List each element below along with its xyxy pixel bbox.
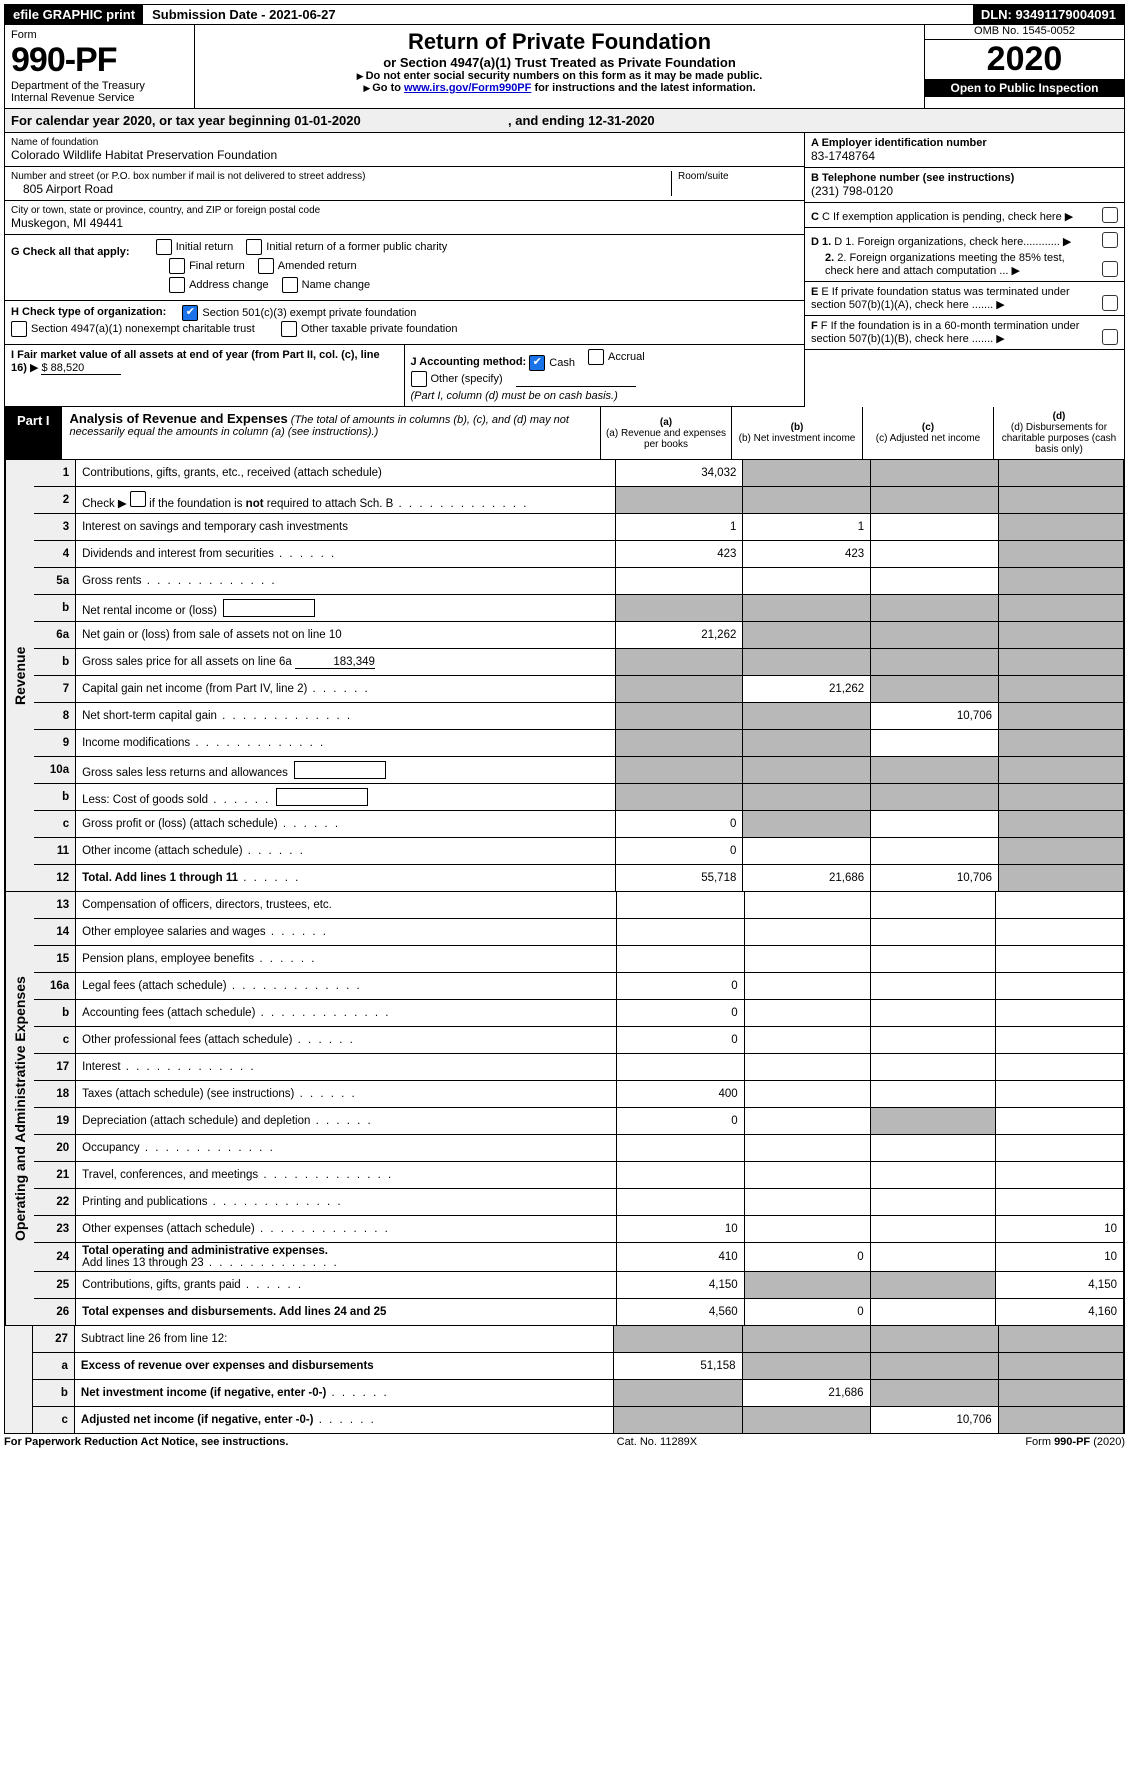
irs: Internal Revenue Service (11, 92, 188, 104)
instr-2-pre: Go to (372, 82, 404, 94)
instr-1: Do not enter social security numbers on … (366, 70, 763, 82)
tel-label: B Telephone number (see instructions) (811, 172, 1118, 184)
calendar-year-row: For calendar year 2020, or tax year begi… (4, 109, 1125, 133)
line27-section: 27Subtract line 26 from line 12: aExcess… (4, 1326, 1125, 1434)
j-label: J Accounting method: (411, 356, 527, 368)
street-address: 805 Airport Road (11, 182, 671, 196)
chk-d1[interactable] (1102, 232, 1118, 248)
chk-accrual[interactable] (588, 349, 604, 365)
omb-number: OMB No. 1545-0052 (925, 25, 1124, 40)
expenses-section: Operating and Administrative Expenses 13… (4, 892, 1125, 1326)
form-number: 990-PF (11, 41, 188, 80)
chk-cash[interactable] (529, 355, 545, 371)
telephone: (231) 798-0120 (811, 184, 1118, 198)
form-header: Form 990-PF Department of the Treasury I… (4, 25, 1125, 109)
j-note: (Part I, column (d) must be on cash basi… (411, 390, 618, 402)
room-label: Room/suite (678, 171, 798, 182)
top-bar: efile GRAPHIC print Submission Date - 20… (4, 4, 1125, 25)
chk-other-tax[interactable] (281, 321, 297, 337)
cat-no: Cat. No. 11289X (617, 1436, 698, 1448)
chk-name[interactable] (282, 277, 298, 293)
page-footer: For Paperwork Reduction Act Notice, see … (4, 1434, 1125, 1448)
open-inspection: Open to Public Inspection (925, 79, 1124, 97)
form-word: Form (11, 29, 188, 41)
chk-initial[interactable] (156, 239, 172, 255)
expenses-label: Operating and Administrative Expenses (5, 892, 34, 1325)
fmv-value: $ 88,520 (41, 362, 121, 375)
submission-date: Submission Date - 2021-06-27 (144, 5, 345, 24)
addr-label: Number and street (or P.O. box number if… (11, 171, 671, 182)
revenue-section: Revenue 1Contributions, gifts, grants, e… (4, 460, 1125, 892)
name-label: Name of foundation (11, 137, 798, 148)
form-title: Return of Private Foundation (201, 29, 918, 55)
chk-d2[interactable] (1102, 261, 1118, 277)
part1-header: Part I Analysis of Revenue and Expenses … (4, 407, 1125, 460)
foundation-name: Colorado Wildlife Habitat Preservation F… (11, 148, 798, 162)
chk-initial-former[interactable] (246, 239, 262, 255)
chk-501c3[interactable] (182, 305, 198, 321)
efile-label: efile GRAPHIC print (5, 5, 144, 24)
part1-label: Part I (5, 407, 62, 459)
chk-amended[interactable] (258, 258, 274, 274)
chk-other-method[interactable] (411, 371, 427, 387)
dln: DLN: 93491179004091 (973, 5, 1124, 24)
city-state-zip: Muskegon, MI 49441 (11, 216, 798, 230)
city-label: City or town, state or province, country… (11, 205, 798, 216)
h-label: H Check type of organization: (11, 306, 166, 318)
ein-label: A Employer identification number (811, 137, 1118, 149)
c-text: C If exemption application is pending, c… (822, 211, 1062, 223)
g-label: G Check all that apply: (11, 246, 130, 258)
part1-title: Analysis of Revenue and Expenses (70, 411, 288, 426)
chk-e[interactable] (1102, 295, 1118, 311)
chk-schb[interactable] (130, 491, 146, 507)
chk-final[interactable] (169, 258, 185, 274)
chk-f[interactable] (1102, 329, 1118, 345)
form-subtitle: or Section 4947(a)(1) Trust Treated as P… (201, 55, 918, 70)
ein: 83-1748764 (811, 149, 1118, 163)
irs-link[interactable]: www.irs.gov/Form990PF (404, 82, 531, 94)
dept: Department of the Treasury (11, 80, 188, 92)
paperwork-notice: For Paperwork Reduction Act Notice, see … (4, 1436, 288, 1448)
entity-info: Name of foundation Colorado Wildlife Hab… (4, 133, 1125, 407)
chk-c[interactable] (1102, 207, 1118, 223)
tax-year: 2020 (925, 40, 1124, 79)
chk-4947[interactable] (11, 321, 27, 337)
chk-address[interactable] (169, 277, 185, 293)
instr-2-post: for instructions and the latest informat… (534, 82, 755, 94)
revenue-label: Revenue (5, 460, 34, 891)
